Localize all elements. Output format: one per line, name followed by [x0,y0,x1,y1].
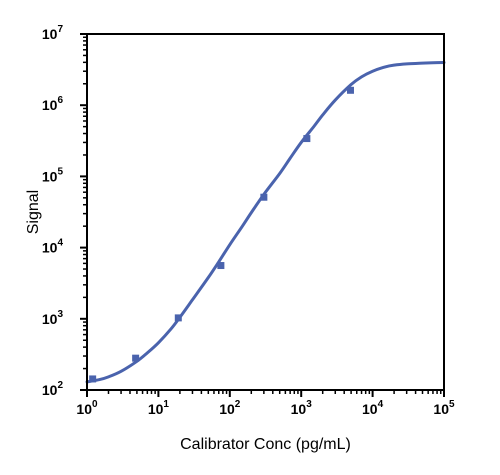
x-tick-labels: 100 101 102 103 104 105 [76,399,455,417]
x-tick-label: 100 [76,399,98,417]
data-point [346,86,354,94]
x-tick-label: 101 [148,399,170,417]
data-point [217,262,225,270]
x-tick-label: 104 [362,399,384,417]
data-point [132,354,140,362]
y-axis-title: Signal [25,190,42,234]
axis-ticks [80,33,445,397]
fit-curve [85,60,446,384]
y-tick-label: 107 [42,24,64,42]
y-tick-label: 102 [42,380,64,398]
data-point [260,193,268,201]
y-tick-label: 106 [42,95,64,113]
y-tick-labels: 102 103 104 105 106 107 [42,24,64,398]
data-point [89,375,97,383]
x-tick-label: 103 [291,399,313,417]
data-point [303,135,311,143]
fit-curve-layer [85,60,446,384]
data-points [89,86,354,383]
x-tick-label: 105 [433,399,455,417]
plot-frame [86,33,445,391]
y-tick-label: 105 [42,166,64,184]
x-tick-label: 102 [219,399,241,417]
y-tick-label: 104 [42,238,64,256]
x-axis-title: Calibrator Conc (pg/mL) [180,436,351,453]
data-point [174,314,182,322]
y-tick-label: 103 [42,309,64,327]
